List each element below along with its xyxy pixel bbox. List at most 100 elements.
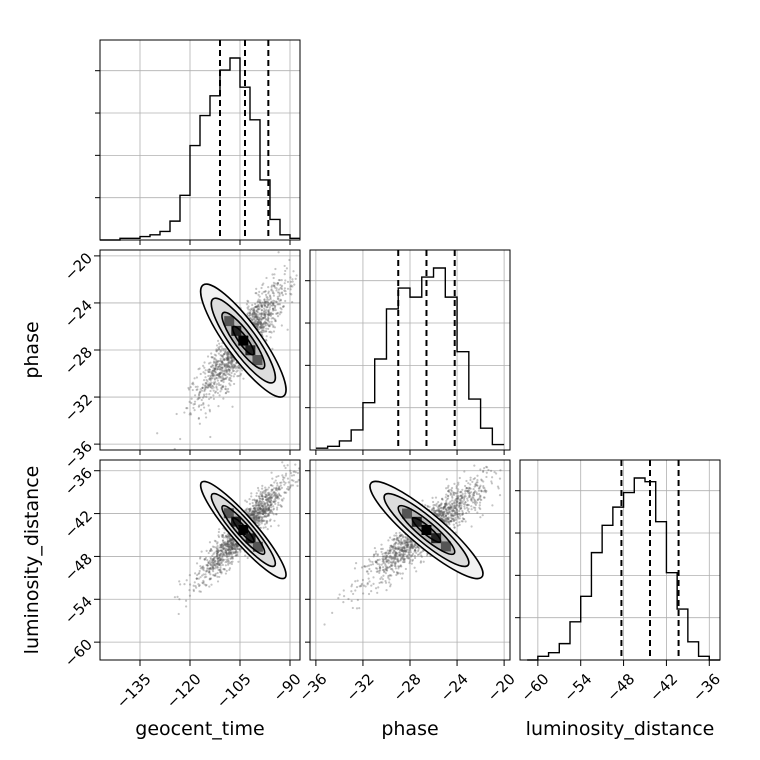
sample-point (255, 318, 259, 321)
sample-point (461, 495, 464, 499)
sample-point (231, 548, 235, 551)
sample-point (258, 321, 261, 324)
sample-point (198, 404, 201, 407)
sample-point (289, 288, 292, 291)
sample-point (212, 375, 215, 378)
sample-point (226, 543, 229, 546)
sample-point (467, 491, 470, 494)
sample-point (260, 322, 264, 326)
sample-point (455, 503, 458, 506)
sample-point (263, 502, 266, 506)
sample-point (233, 543, 237, 546)
sample-point (279, 504, 282, 507)
sample-point (384, 556, 387, 559)
sample-point (397, 559, 401, 563)
sample-point (274, 320, 277, 323)
sample-point (482, 480, 485, 483)
contour-line (231, 325, 255, 356)
sample-point (223, 377, 226, 380)
sample-point (258, 499, 261, 503)
sample-point (275, 312, 278, 315)
sample-point (212, 361, 215, 364)
sample-point (256, 519, 259, 522)
sample-point (386, 554, 389, 557)
sample-point (261, 516, 264, 519)
sample-point (215, 360, 218, 363)
sample-point (259, 511, 263, 514)
sample-point (225, 369, 229, 372)
sample-point (249, 509, 252, 512)
sample-point (455, 508, 458, 512)
sample-point (443, 519, 446, 523)
sample-point (260, 507, 263, 511)
sample-point (192, 588, 195, 591)
sample-point (217, 405, 220, 408)
sample-point (366, 583, 369, 586)
sample-point (381, 581, 384, 584)
sample-point (281, 293, 284, 297)
density-cell (431, 533, 442, 544)
sample-point (221, 563, 224, 567)
sample-point (214, 559, 217, 562)
sample-point (216, 388, 219, 391)
sample-point (263, 307, 266, 310)
sample-point (471, 480, 474, 483)
sample-point (230, 557, 233, 560)
sample-point (219, 545, 222, 548)
sample-point (255, 306, 258, 309)
sample-point (382, 561, 385, 565)
sample-point (457, 515, 460, 519)
sample-point (217, 373, 221, 376)
sample-point (411, 541, 414, 544)
sample-point (440, 510, 443, 513)
sample-point (252, 514, 255, 518)
sample-point (251, 315, 255, 318)
sample-point (274, 479, 277, 482)
sample-point (225, 552, 228, 556)
sample-point (259, 507, 262, 510)
contour-line (210, 492, 277, 568)
sample-point (258, 523, 261, 526)
sample-point (376, 570, 379, 573)
sample-point (278, 486, 281, 489)
sample-point (222, 358, 226, 361)
sample-point (272, 505, 275, 508)
sample-point (474, 484, 477, 487)
sample-point (439, 506, 443, 509)
sample-point (410, 544, 413, 547)
sample-point (323, 623, 326, 626)
sample-point (208, 571, 211, 574)
sample-point (456, 511, 459, 514)
sample-point (366, 570, 369, 573)
sample-point (202, 579, 205, 582)
sample-point (268, 511, 271, 514)
sample-point (464, 520, 467, 523)
sample-point (447, 516, 450, 519)
sample-point (218, 368, 221, 371)
sample-point (388, 549, 391, 552)
sample-point (268, 506, 271, 509)
sample-point (257, 512, 261, 515)
sample-point (207, 560, 210, 564)
sample-point (233, 547, 237, 550)
sample-point (452, 509, 455, 512)
sample-point (289, 471, 293, 475)
sample-point (272, 324, 275, 327)
sample-point (264, 512, 267, 515)
sample-point (263, 523, 267, 526)
sample-point (495, 472, 498, 475)
sample-point (217, 563, 220, 566)
sample-point (256, 326, 259, 329)
sample-point (224, 368, 227, 371)
sample-point (224, 365, 227, 368)
sample-point (451, 510, 454, 513)
sample-point (453, 511, 457, 515)
sample-point (227, 365, 230, 369)
sample-point (270, 313, 273, 316)
sample-point (255, 313, 258, 316)
sample-point (255, 292, 258, 295)
sample-point (207, 561, 210, 565)
sample-point (400, 539, 403, 542)
sample-point (267, 508, 270, 511)
